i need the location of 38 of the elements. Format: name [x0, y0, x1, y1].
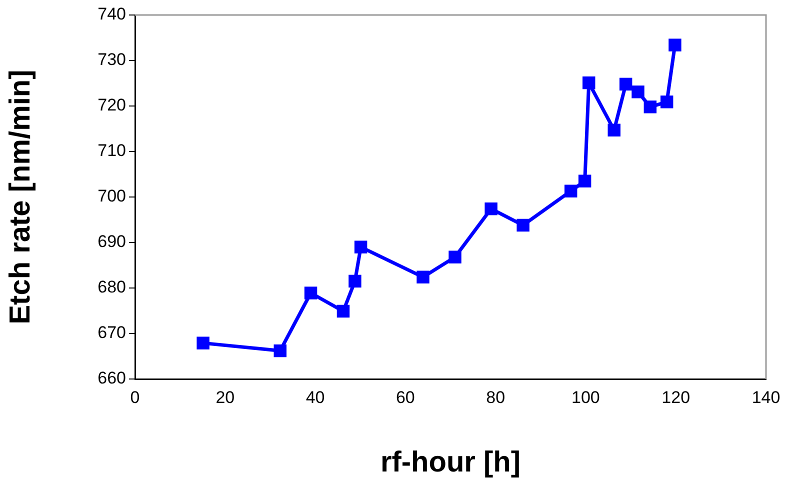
point — [619, 78, 632, 91]
x-tick-label: 60 — [396, 388, 415, 407]
point — [336, 304, 350, 318]
y-tick-label: 680 — [98, 278, 126, 297]
point — [644, 100, 657, 114]
y-tick-label: 660 — [98, 368, 126, 388]
y-tick-label: 730 — [98, 50, 126, 70]
point — [348, 274, 362, 288]
point — [578, 174, 592, 188]
x-axis-title: rf-hour [h] — [380, 446, 521, 479]
point — [668, 38, 682, 52]
x-tick-label: 0 — [130, 388, 140, 407]
point — [448, 250, 462, 264]
point — [564, 184, 578, 198]
y-tick-label: 720 — [98, 96, 126, 115]
y-tick-label: 700 — [98, 186, 126, 206]
point — [274, 344, 286, 358]
x-tick-label: 100 — [572, 388, 600, 407]
point — [354, 240, 368, 254]
point — [608, 124, 620, 136]
point — [484, 202, 498, 216]
point — [304, 286, 318, 300]
y-tick-label: 690 — [98, 232, 126, 252]
point — [196, 336, 210, 350]
point — [660, 96, 674, 108]
x-tick-label: 80 — [486, 388, 506, 407]
point — [416, 270, 430, 284]
y-axis-title: Etch rate [nm/min] — [4, 70, 36, 324]
y-tick-label: 740 — [98, 4, 126, 24]
x-tick-label: 140 — [752, 388, 780, 407]
x-tick-label: 120 — [662, 388, 690, 407]
y-tick-label: 710 — [98, 141, 126, 160]
y-tick-label: 670 — [98, 323, 126, 342]
point — [516, 218, 530, 232]
point — [582, 76, 596, 90]
x-tick-label: 40 — [306, 388, 325, 407]
x-tick-label: 20 — [216, 388, 235, 407]
point — [632, 86, 644, 98]
